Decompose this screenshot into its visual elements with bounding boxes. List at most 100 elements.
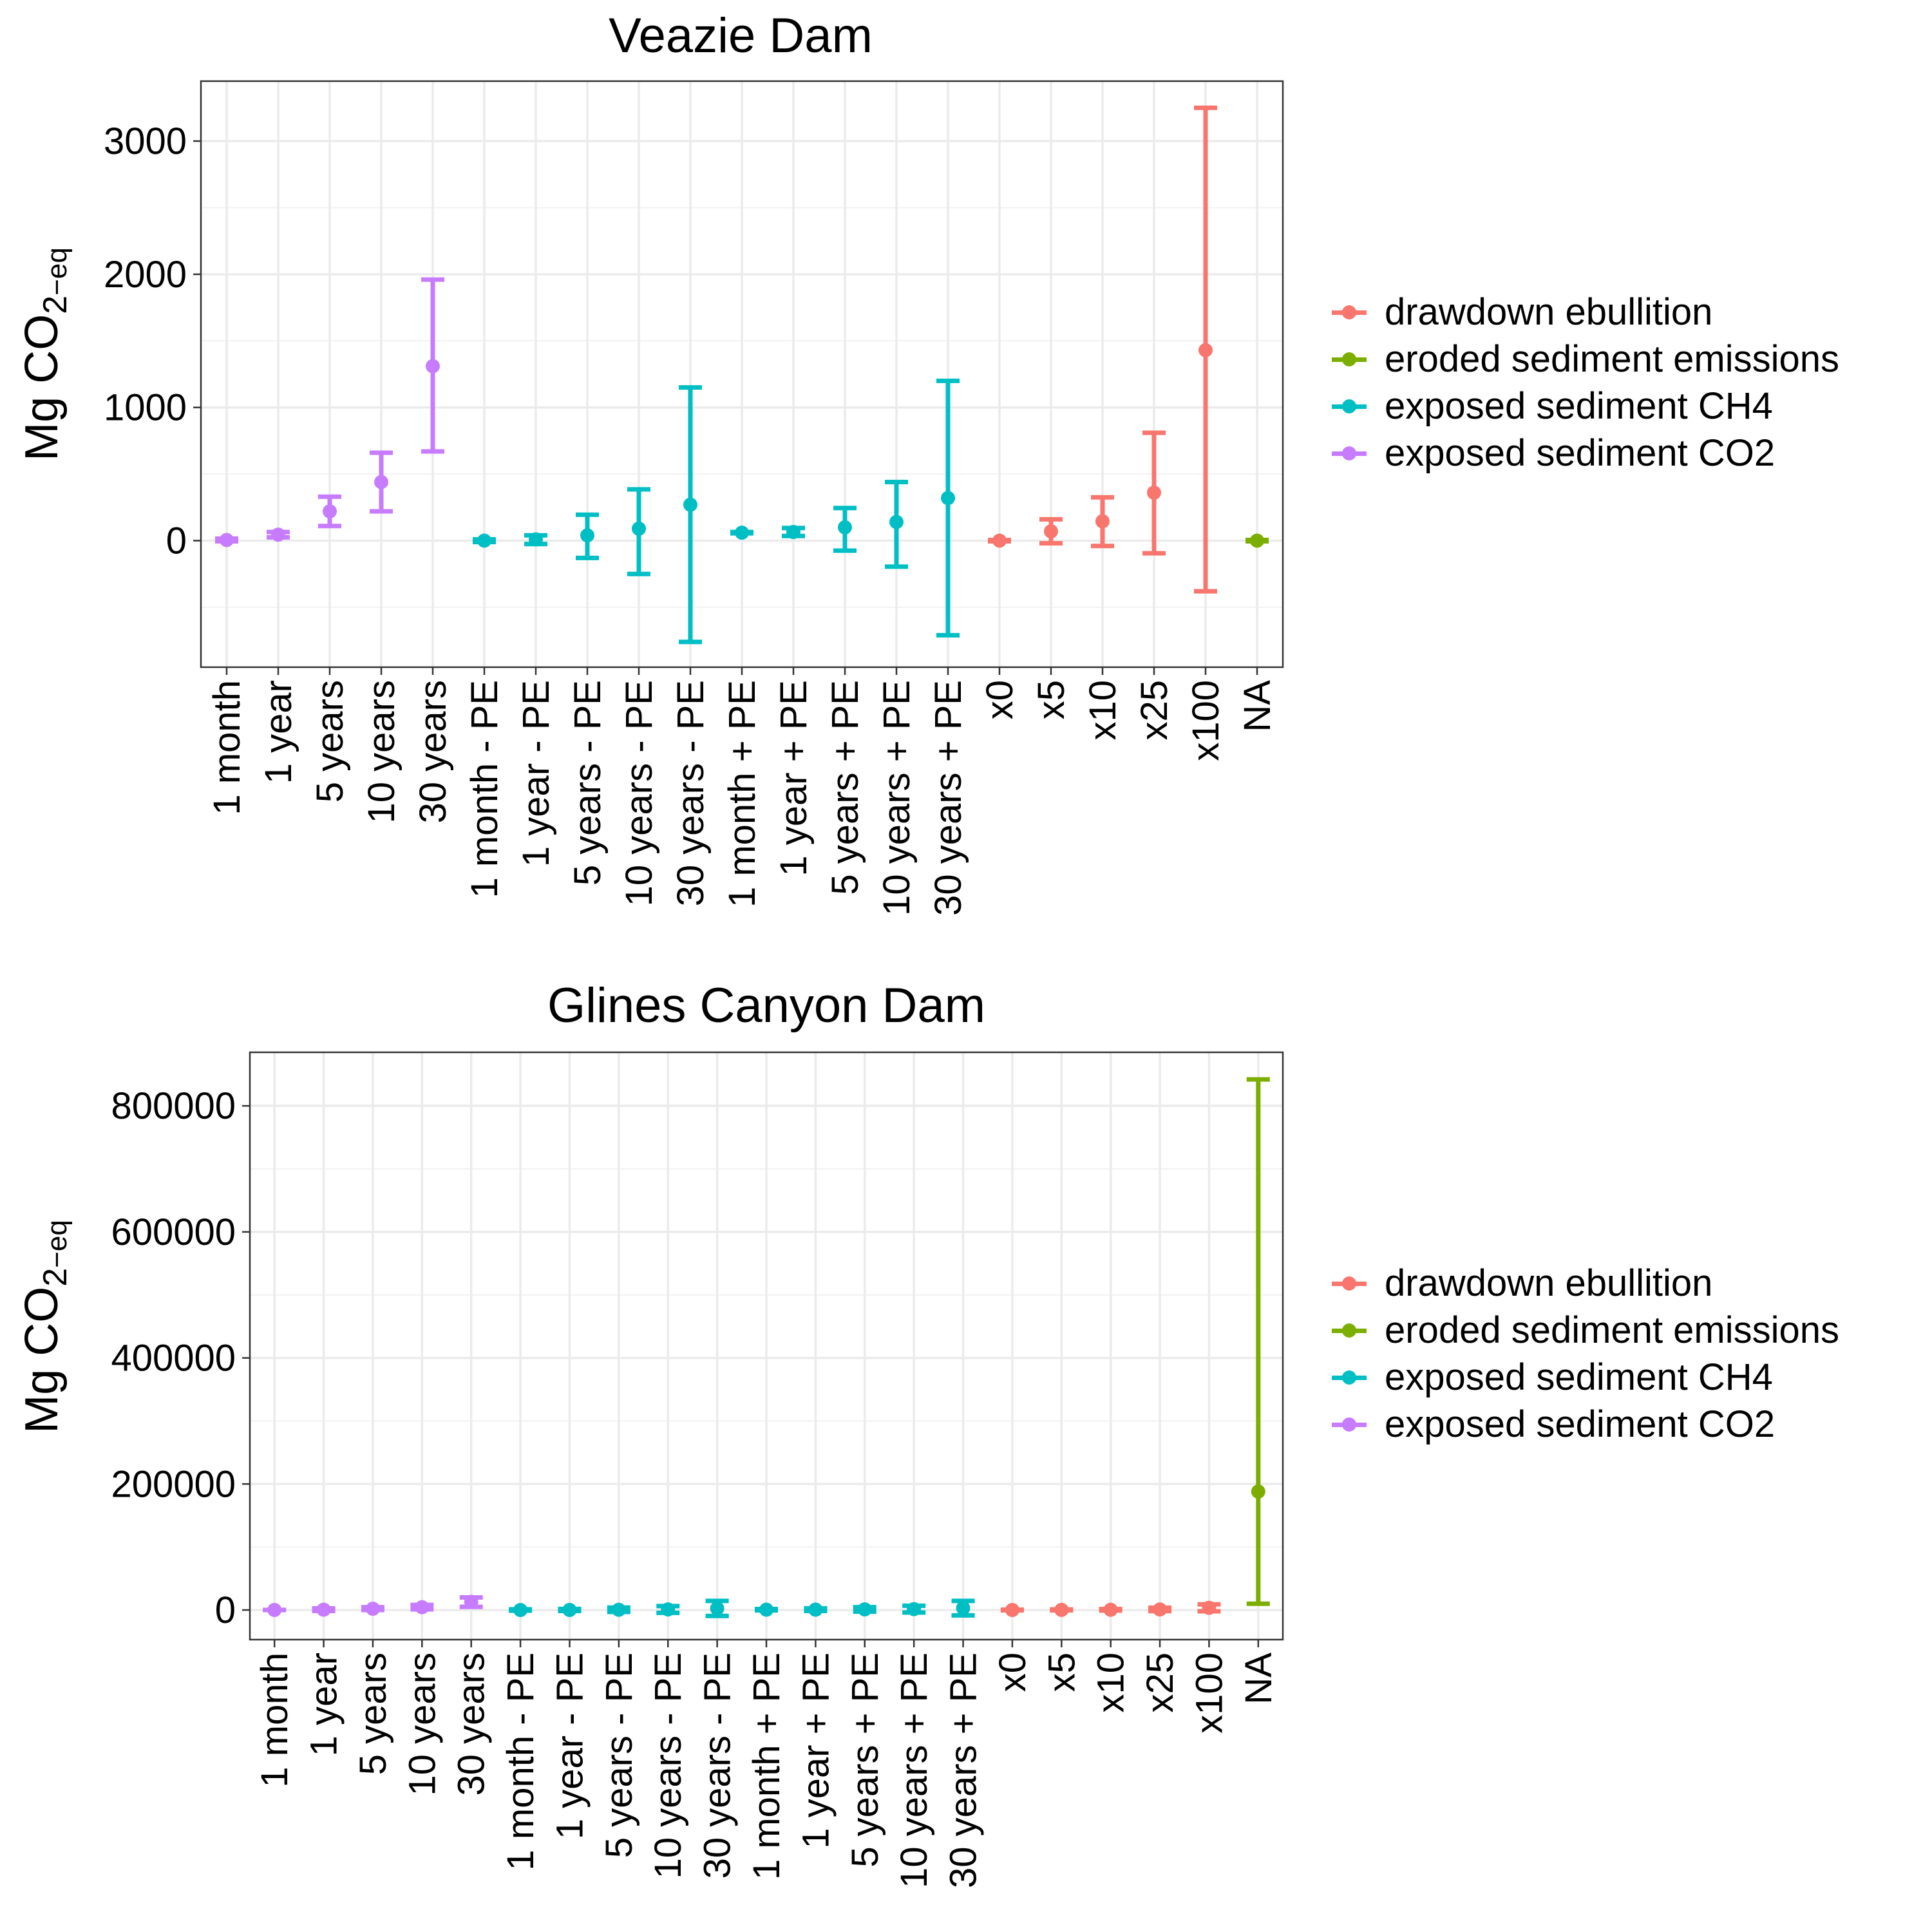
legend-item: eroded sediment emissions <box>1327 336 1839 383</box>
x-tick-label: 10 years <box>401 1653 443 1795</box>
legend-item: eroded sediment emissions <box>1327 1307 1839 1354</box>
data-point <box>1250 533 1264 548</box>
legend: drawdown ebullition eroded sediment emiss… <box>1327 289 1839 477</box>
data-point-group <box>576 512 599 560</box>
data-point <box>562 1602 577 1617</box>
data-point <box>220 533 234 547</box>
data-point-group <box>1050 1602 1074 1617</box>
x-tick-label: 1 year <box>258 680 299 784</box>
x-tick-label: 5 years - PE <box>598 1653 640 1858</box>
data-point-group <box>853 1602 876 1617</box>
x-tick-label: 5 years <box>309 680 351 802</box>
data-point-group <box>1142 430 1166 556</box>
data-point <box>267 1602 282 1617</box>
data-point <box>956 1601 971 1616</box>
data-point-group <box>1148 1602 1172 1617</box>
x-tick-label: 5 years <box>352 1653 394 1775</box>
legend-label: drawdown ebullition <box>1385 291 1713 333</box>
veazie-chart-panel: Veazie Dam Mg CO2−eq 0 1000 2000 3000 1 mont… <box>16 8 1839 916</box>
x-tick-label: 5 years + PE <box>824 680 866 895</box>
legend-key-dot <box>1342 1276 1356 1291</box>
x-tick-label: x10 <box>1090 1653 1132 1713</box>
data-point-group <box>833 506 857 553</box>
data-point-group <box>421 277 444 454</box>
data-point <box>1044 524 1058 539</box>
legend-key <box>1327 1307 1372 1354</box>
data-point <box>477 533 491 548</box>
data-point-group <box>524 532 547 547</box>
x-tick-label: 30 years - PE <box>697 1653 739 1879</box>
x-tick-label: 1 year + PE <box>795 1653 837 1849</box>
data-point-group <box>318 494 341 529</box>
data-point-group <box>885 480 908 569</box>
legend-key <box>1327 336 1372 383</box>
data-point-group <box>312 1602 336 1617</box>
x-tick-label: x25 <box>1133 680 1175 741</box>
x-tick-label: 1 month - PE <box>500 1653 542 1870</box>
data-point-group <box>215 533 238 547</box>
data-point <box>759 1602 773 1617</box>
data-point-group <box>1099 1602 1122 1617</box>
data-point <box>1198 343 1213 357</box>
data-point <box>786 525 800 540</box>
legend-key <box>1327 1260 1372 1307</box>
data-point <box>907 1602 922 1616</box>
legend-item: drawdown ebullition <box>1327 1260 1839 1307</box>
legend: drawdown ebullition eroded sediment emiss… <box>1327 1260 1839 1448</box>
data-point-group <box>782 525 805 540</box>
data-point <box>992 533 1007 548</box>
legend-label: exposed sediment CO2 <box>1385 432 1776 474</box>
data-point <box>374 475 388 489</box>
data-point-group <box>902 1602 926 1616</box>
data-point <box>271 527 285 542</box>
legend-key <box>1327 289 1372 336</box>
data-point <box>316 1602 331 1617</box>
data-point-group <box>804 1602 828 1617</box>
data-point <box>323 504 337 519</box>
data-point <box>1147 486 1161 500</box>
data-point <box>529 532 543 547</box>
legend-key <box>1327 1354 1372 1401</box>
legend-key <box>1327 430 1372 477</box>
x-tick-label: x100 <box>1188 1653 1230 1734</box>
data-point-group <box>1039 516 1063 546</box>
data-point-group <box>656 1602 680 1617</box>
data-point <box>365 1602 380 1616</box>
legend-key-dot <box>1342 352 1356 366</box>
data-point-group <box>410 1600 434 1615</box>
legend-key-dot <box>1342 305 1356 319</box>
x-tick-label: 10 years + PE <box>893 1653 935 1888</box>
x-tick-label: x25 <box>1139 1653 1181 1713</box>
data-point <box>1005 1603 1019 1618</box>
chart-title: Veazie Dam <box>609 8 873 63</box>
data-point <box>1054 1602 1069 1617</box>
data-point-group <box>730 526 753 540</box>
x-tick-label: x5 <box>1030 680 1072 719</box>
data-point <box>580 528 594 543</box>
data-point <box>1251 1484 1265 1499</box>
legend-label: exposed sediment CH4 <box>1385 385 1773 427</box>
legend-label: exposed sediment CO2 <box>1385 1403 1776 1445</box>
legend-label: eroded sediment emissions <box>1385 1309 1840 1351</box>
x-tick-label: x0 <box>979 680 1021 719</box>
legend-label: eroded sediment emissions <box>1385 338 1840 380</box>
y-tick-label: 600000 <box>111 1211 236 1253</box>
data-point <box>941 491 955 506</box>
data-point-group <box>705 1598 729 1618</box>
data-point <box>710 1601 724 1616</box>
y-tick-label: 400000 <box>111 1338 236 1379</box>
x-tick-label: 1 year - PE <box>515 680 557 867</box>
data-point-group <box>951 1598 975 1618</box>
data-point <box>808 1602 823 1617</box>
data-point <box>1103 1602 1118 1617</box>
data-point-group <box>936 378 960 638</box>
y-tick-label: 2000 <box>104 254 187 296</box>
x-tick-label: NA <box>1238 1653 1280 1705</box>
data-point <box>1202 1600 1217 1615</box>
x-tick-label: 5 years - PE <box>567 680 609 886</box>
x-tick-label: 10 years - PE <box>647 1653 689 1879</box>
data-point <box>1153 1602 1168 1617</box>
data-point <box>415 1600 430 1615</box>
